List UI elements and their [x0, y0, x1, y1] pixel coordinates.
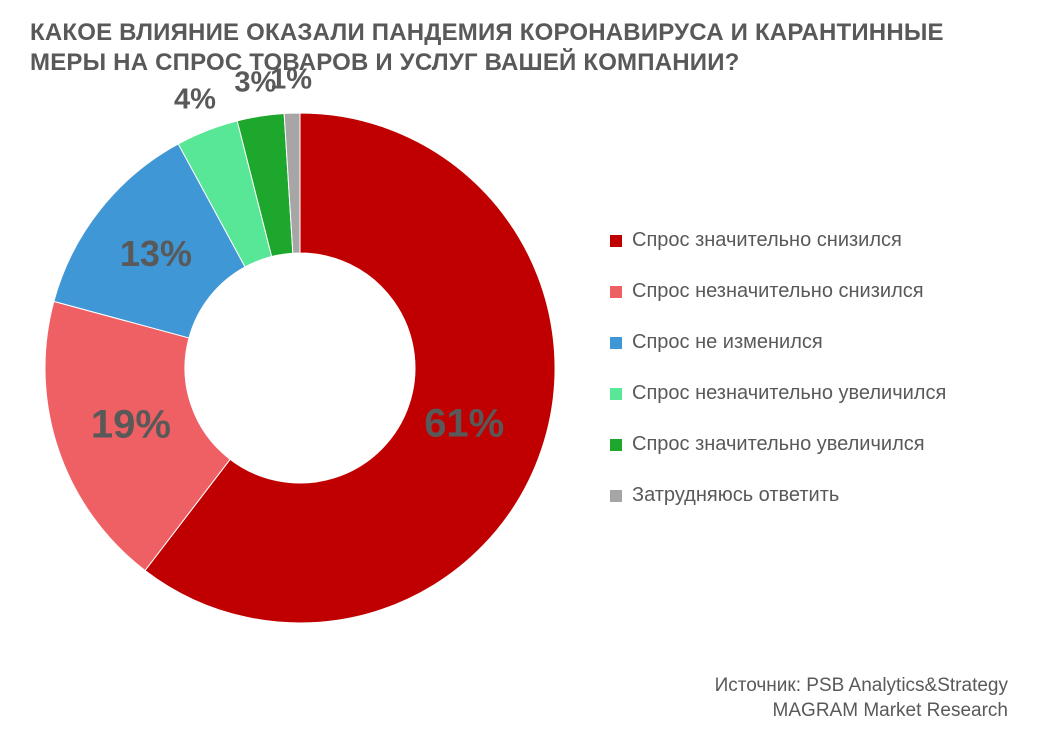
- legend-item: Спрос не изменился: [610, 331, 946, 354]
- slice-label: 1%: [270, 64, 312, 97]
- legend-item: Спрос значительно снизился: [610, 229, 946, 252]
- legend-item: Спрос незначительно снизился: [610, 280, 946, 303]
- slice-label: 61%: [424, 401, 504, 446]
- source-line1: Источник: PSB Analytics&Strategy: [715, 673, 1008, 699]
- chart-title-line1: КАКОЕ ВЛИЯНИЕ ОКАЗАЛИ ПАНДЕМИЯ КОРОНАВИР…: [30, 18, 1008, 48]
- legend-swatch: [610, 439, 622, 451]
- legend-swatch: [610, 235, 622, 247]
- legend-label: Затрудняюсь ответить: [632, 484, 839, 507]
- chart-container: КАКОЕ ВЛИЯНИЕ ОКАЗАЛИ ПАНДЕМИЯ КОРОНАВИР…: [0, 0, 1038, 738]
- legend-item: Спрос незначительно увеличился: [610, 382, 946, 405]
- chart-title-line2: МЕРЫ НА СПРОС ТОВАРОВ И УСЛУГ ВАШЕЙ КОМП…: [30, 48, 1008, 78]
- legend-label: Спрос незначительно увеличился: [632, 382, 946, 405]
- source-attribution: Источник: PSB Analytics&Strategy MAGRAM …: [715, 673, 1008, 724]
- legend-swatch: [610, 337, 622, 349]
- legend-swatch: [610, 388, 622, 400]
- slice-label: 19%: [91, 403, 171, 448]
- legend-item: Затрудняюсь ответить: [610, 484, 946, 507]
- chart-title: КАКОЕ ВЛИЯНИЕ ОКАЗАЛИ ПАНДЕМИЯ КОРОНАВИР…: [30, 18, 1008, 78]
- legend-label: Спрос незначительно снизился: [632, 280, 924, 303]
- legend-item: Спрос значительно увеличился: [610, 433, 946, 456]
- source-line2: MAGRAM Market Research: [715, 698, 1008, 724]
- legend: Спрос значительно снизился Спрос незначит…: [610, 229, 946, 507]
- legend-label: Спрос значительно увеличился: [632, 433, 925, 456]
- slice-label: 13%: [120, 233, 192, 275]
- legend-label: Спрос значительно снизился: [632, 229, 902, 252]
- legend-label: Спрос не изменился: [632, 331, 823, 354]
- legend-swatch: [610, 286, 622, 298]
- chart-area: 61%19%13%4%3%1% Спрос значительно снизил…: [30, 98, 1008, 638]
- slice-label: 4%: [174, 83, 216, 116]
- legend-swatch: [610, 490, 622, 502]
- donut-chart: 61%19%13%4%3%1%: [30, 98, 570, 638]
